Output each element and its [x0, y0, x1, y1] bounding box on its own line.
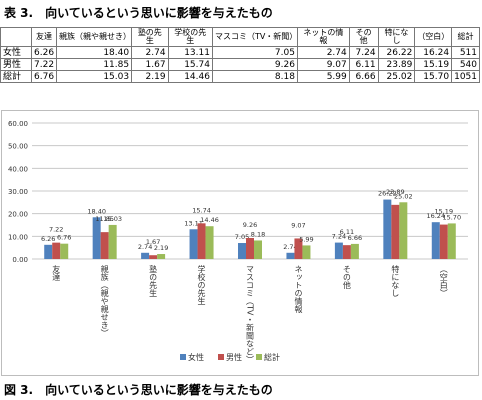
x-tick-label: 塾の先生: [149, 264, 158, 297]
x-tick-label: 友達: [52, 264, 61, 282]
data-label: 16.24: [426, 212, 445, 220]
y-tick-label: 30.00: [8, 188, 28, 196]
bar: [334, 242, 343, 259]
bar: [383, 199, 392, 259]
data-label: 7.05: [235, 233, 249, 241]
x-tick-label: （空白）: [439, 265, 448, 297]
y-tick-label: 60.00: [8, 120, 28, 128]
x-tick-label: マスコミ（TV・新聞など）: [246, 265, 255, 363]
bar: [100, 232, 109, 259]
bar: [302, 245, 311, 259]
bar: [246, 238, 254, 259]
data-label: 2.74: [283, 243, 297, 251]
data-label: 15.70: [442, 213, 461, 221]
data-label: 5.99: [299, 235, 313, 243]
y-tick-label: 20.00: [8, 211, 28, 219]
x-tick-label: ネットの情報: [294, 265, 303, 314]
bar: [342, 245, 351, 259]
data-label: 23.89: [386, 188, 405, 196]
data-label: 15.19: [434, 208, 453, 216]
table-cell: 2.19: [131, 70, 169, 83]
table-cell: 6.66: [348, 70, 379, 83]
data-label: 1.67: [146, 238, 160, 246]
bar: [447, 223, 456, 259]
data-label: 11.85: [95, 215, 114, 223]
legend-label: 総計: [264, 352, 280, 362]
legend-label: 男性: [226, 352, 242, 362]
data-label: 26.22: [378, 190, 397, 198]
data-label: 6.26: [41, 235, 55, 243]
bar: [431, 222, 440, 259]
bar: [189, 229, 198, 259]
figure-title: 図 3. 向いているという思いに影響を与えたもの: [4, 383, 273, 397]
data-label: 13.11: [184, 219, 203, 227]
data-label: 7.22: [49, 226, 63, 234]
bar: [141, 252, 150, 259]
x-tick-label: 学校の先生: [197, 264, 206, 305]
bar: [44, 244, 53, 259]
bar: [294, 238, 303, 259]
table-cell: 8.18: [211, 70, 298, 83]
bar: [286, 252, 295, 259]
bar: [439, 224, 448, 259]
table-cell: 25.02: [377, 70, 416, 83]
bar: [197, 223, 206, 259]
table-cell: 5.99: [296, 70, 350, 83]
data-label: 7.24: [332, 233, 346, 241]
table-row: 総計 6.76 15.03 2.19 14.46 8.18 5.99 6.66 …: [0, 70, 480, 83]
bar: [157, 254, 166, 259]
data-label: 25.02: [394, 192, 413, 200]
bar: [52, 242, 61, 259]
legend-label: 女性: [188, 352, 204, 362]
data-label: 9.07: [291, 221, 305, 229]
bar: [399, 202, 408, 259]
bar: [391, 204, 400, 259]
x-tick-label: 特になし: [391, 264, 400, 297]
bar: [350, 243, 359, 259]
data-label: 2.19: [154, 244, 168, 252]
y-tick-label: 0.00: [12, 256, 28, 264]
bar: [92, 217, 101, 259]
x-tick-label: 親族（親や親せき）: [100, 264, 109, 337]
bar: [60, 243, 69, 259]
data-label: 6.66: [348, 234, 362, 242]
data-label: 15.74: [192, 206, 211, 214]
legend-swatch: [218, 354, 224, 360]
bar: [238, 243, 246, 259]
data-label: 2.74: [138, 243, 152, 251]
y-tick-label: 40.00: [8, 165, 28, 173]
table-cell: 1051: [451, 70, 480, 83]
y-tick-label: 10.00: [8, 233, 28, 241]
chart-frame: [1, 110, 479, 376]
data-label: 15.03: [103, 215, 122, 223]
bar: [205, 226, 214, 259]
bar: [149, 255, 158, 259]
data-label: 6.76: [57, 234, 71, 242]
data-label: 14.46: [200, 216, 219, 224]
data-label: 8.18: [251, 230, 265, 238]
bar: [254, 240, 262, 259]
legend-swatch: [180, 354, 186, 360]
y-tick-label: 50.00: [8, 143, 28, 151]
table-cell: 6.76: [30, 70, 58, 83]
x-tick-label: その他: [342, 265, 351, 290]
data-label: 9.26: [243, 221, 257, 229]
data-table: 友達 親族（親や親せき） 塾の先生 学校の先生 マスコミ（TV・新聞） ネットの…: [0, 27, 480, 83]
bar: [108, 224, 117, 259]
data-label: 6.11: [340, 228, 354, 236]
table-row: 男性 7.22 11.85 1.67 15.74 9.26 9.07 6.11 …: [0, 58, 480, 71]
table-title: 表 3. 向いているという思いに影響を与えたもの: [4, 6, 273, 20]
legend-swatch: [256, 354, 262, 360]
data-label: 18.40: [87, 207, 106, 215]
table-cell: 14.46: [167, 70, 213, 83]
